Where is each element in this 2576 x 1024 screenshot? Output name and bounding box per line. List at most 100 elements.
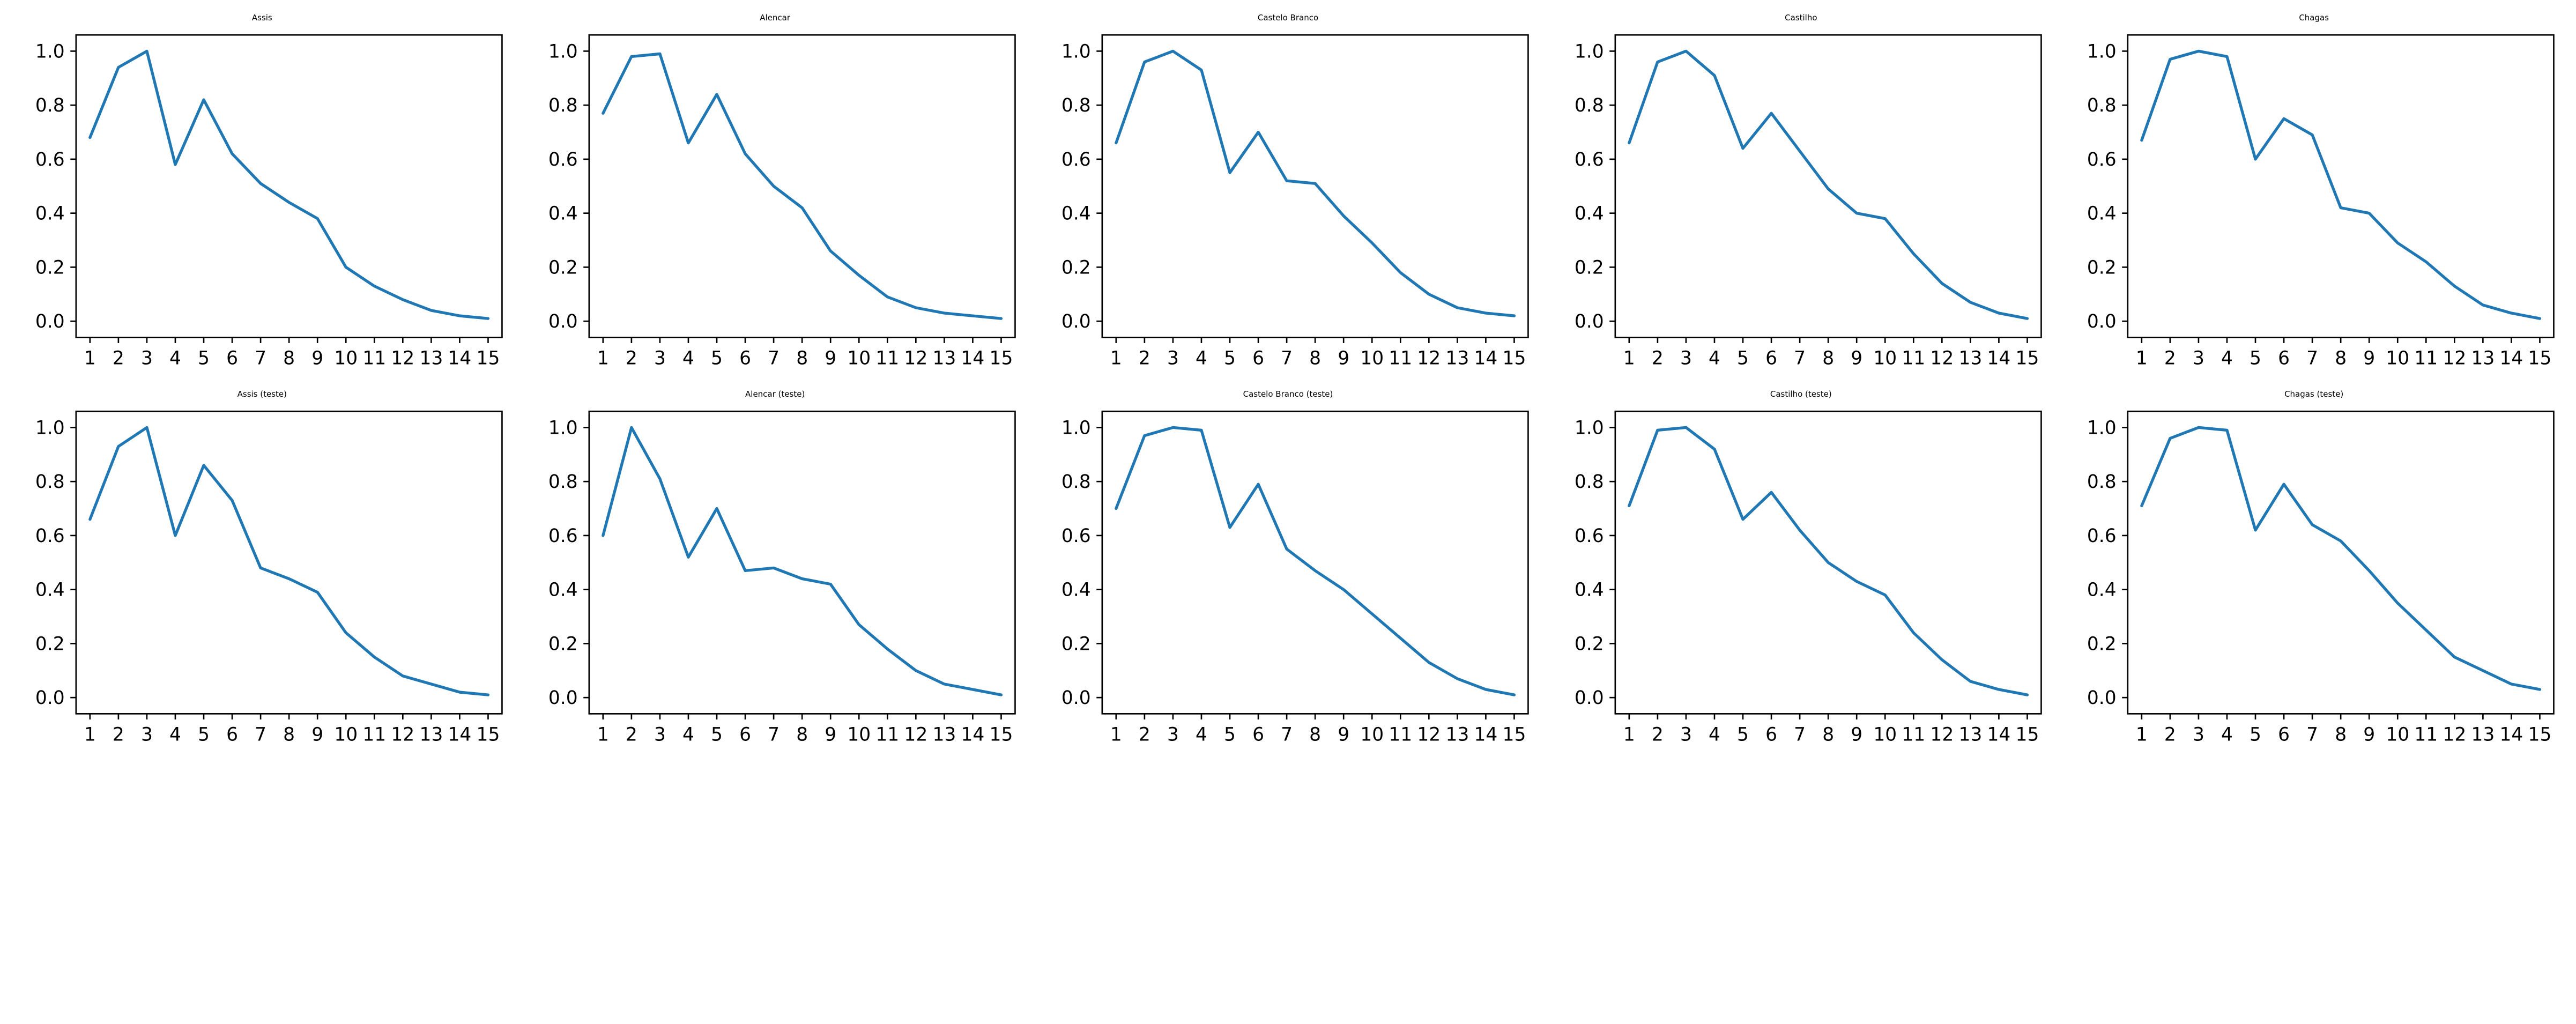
x-tick-label: 11 [1389, 724, 1412, 745]
y-tick-label: 1.0 [1061, 41, 1091, 62]
x-tick-label: 15 [477, 724, 500, 745]
x-tick-label: 15 [989, 724, 1013, 745]
x-tick-label: 4 [169, 724, 181, 745]
subplot-cell: Alencar (teste)1234567891011121314150.00… [521, 386, 1030, 757]
x-tick-label: 7 [2306, 348, 2318, 369]
x-tick-label: 3 [1167, 348, 1179, 369]
plot-wrap: 1234567891011121314150.00.20.40.60.81.0 [1550, 400, 2053, 756]
y-tick-label: 0.0 [2087, 311, 2117, 332]
y-tick-label: 0.4 [1574, 203, 1603, 225]
x-tick-label: 8 [1309, 724, 1321, 745]
y-tick-label: 0.2 [35, 633, 65, 655]
y-tick-label: 0.6 [2087, 525, 2117, 547]
x-tick-label: 12 [391, 348, 414, 369]
x-tick-label: 5 [1224, 724, 1236, 745]
y-tick-label: 0.4 [1574, 579, 1603, 600]
x-tick-label: 8 [2335, 348, 2347, 369]
y-tick-label: 0.2 [548, 257, 578, 278]
subplot-cell: Chagas1234567891011121314150.00.20.40.60… [2059, 10, 2568, 381]
y-tick-label: 0.2 [1061, 633, 1091, 655]
y-tick-label: 0.0 [35, 687, 65, 709]
subplot-svg: 1234567891011121314150.00.20.40.60.81.0 [1550, 24, 2053, 377]
x-tick-label: 5 [198, 348, 210, 369]
x-tick-label: 10 [1360, 724, 1384, 745]
x-tick-label: 2 [1139, 724, 1150, 745]
series-line [603, 54, 1001, 318]
x-tick-label: 9 [1338, 348, 1349, 369]
y-tick-label: 0.4 [35, 579, 65, 600]
x-tick-label: 8 [796, 348, 808, 369]
x-tick-label: 10 [1360, 348, 1384, 369]
y-tick-label: 1.0 [1574, 417, 1603, 439]
x-tick-label: 6 [1252, 724, 1264, 745]
x-tick-label: 2 [2164, 348, 2176, 369]
x-tick-label: 5 [2250, 724, 2261, 745]
x-tick-label: 8 [283, 724, 295, 745]
y-tick-label: 0.4 [548, 579, 578, 600]
plot-wrap: 1234567891011121314150.00.20.40.60.81.0 [1037, 24, 1540, 380]
x-tick-label: 11 [875, 724, 899, 745]
x-tick-label: 9 [1851, 348, 1862, 369]
x-tick-label: 7 [255, 724, 266, 745]
subplot-svg: 1234567891011121314150.00.20.40.60.81.0 [1037, 24, 1540, 377]
y-tick-label: 0.8 [1574, 471, 1603, 493]
x-tick-label: 1 [1110, 724, 1122, 745]
axes-frame [589, 411, 1015, 714]
y-tick-label: 0.8 [1061, 95, 1091, 116]
x-tick-label: 14 [2500, 724, 2523, 745]
x-tick-label: 9 [311, 348, 323, 369]
x-tick-label: 6 [226, 724, 238, 745]
x-tick-label: 8 [1822, 348, 1834, 369]
x-tick-label: 2 [1651, 724, 1663, 745]
x-tick-label: 6 [2278, 348, 2290, 369]
axes-frame [1102, 35, 1528, 337]
x-tick-label: 3 [654, 348, 666, 369]
subplot-title: Castelo Branco [1037, 13, 1540, 23]
x-tick-label: 5 [198, 724, 210, 745]
x-tick-label: 8 [283, 348, 295, 369]
x-tick-label: 7 [768, 348, 780, 369]
y-tick-label: 0.0 [35, 311, 65, 332]
x-tick-label: 1 [1623, 348, 1635, 369]
x-tick-label: 5 [2250, 348, 2261, 369]
y-tick-label: 0.6 [1574, 149, 1603, 170]
y-tick-label: 0.8 [548, 471, 578, 493]
axes-frame [589, 35, 1015, 337]
y-tick-label: 0.2 [548, 633, 578, 655]
series-line [603, 427, 1001, 695]
x-tick-label: 15 [989, 348, 1013, 369]
axes-frame [1102, 411, 1528, 714]
plot-wrap: 1234567891011121314150.00.20.40.60.81.0 [2062, 24, 2565, 380]
y-tick-label: 0.6 [2087, 149, 2117, 170]
x-tick-label: 7 [1281, 724, 1293, 745]
x-tick-label: 3 [654, 724, 666, 745]
x-tick-label: 3 [141, 724, 153, 745]
y-tick-label: 1.0 [2087, 417, 2117, 439]
y-tick-label: 0.8 [35, 95, 65, 116]
y-tick-label: 0.6 [35, 525, 65, 547]
x-tick-label: 2 [2164, 724, 2176, 745]
x-tick-label: 11 [362, 724, 386, 745]
x-tick-label: 5 [711, 724, 723, 745]
x-tick-label: 8 [796, 724, 808, 745]
x-tick-label: 4 [1196, 348, 1207, 369]
x-tick-label: 2 [626, 348, 637, 369]
x-tick-label: 14 [2500, 348, 2523, 369]
x-tick-label: 12 [904, 348, 927, 369]
x-tick-label: 14 [1474, 724, 1497, 745]
x-tick-label: 3 [141, 348, 153, 369]
x-tick-label: 9 [1851, 724, 1862, 745]
x-tick-label: 6 [226, 348, 238, 369]
subplot-svg: 1234567891011121314150.00.20.40.60.81.0 [2062, 24, 2565, 377]
plot-wrap: 1234567891011121314150.00.20.40.60.81.0 [11, 24, 514, 380]
y-tick-label: 0.6 [548, 525, 578, 547]
y-tick-label: 0.4 [1061, 579, 1091, 600]
y-tick-label: 0.2 [2087, 257, 2117, 278]
y-tick-label: 0.6 [1061, 525, 1091, 547]
subplot-cell: Castilho (teste)1234567891011121314150.0… [1547, 386, 2056, 757]
x-tick-label: 12 [1417, 724, 1441, 745]
y-tick-label: 0.0 [1574, 687, 1603, 709]
y-tick-label: 1.0 [548, 41, 578, 62]
x-tick-label: 8 [1309, 348, 1321, 369]
plot-wrap: 1234567891011121314150.00.20.40.60.81.0 [524, 400, 1027, 756]
